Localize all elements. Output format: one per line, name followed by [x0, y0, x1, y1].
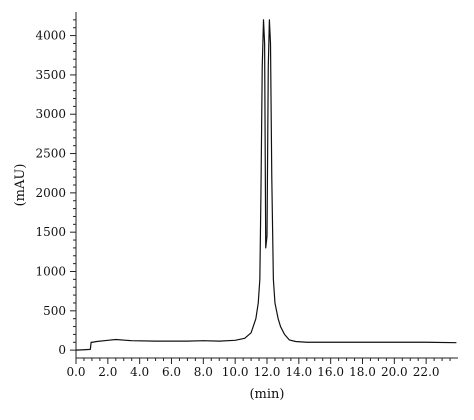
y-tick-label: 1500 — [35, 225, 66, 239]
x-tick-label: 8.0 — [194, 365, 213, 379]
x-axis-label: (min) — [249, 387, 284, 402]
x-tick-label: 16.0 — [317, 365, 344, 379]
y-tick-label: 1000 — [35, 265, 66, 279]
y-axis-ticks: 0 500 1000 1500 2000 2500 3000 3500 4000 — [35, 19, 76, 357]
y-tick-label: 2500 — [35, 147, 66, 161]
series-line — [75, 19, 457, 351]
x-tick-label: 14.0 — [285, 365, 312, 379]
series-group — [75, 19, 457, 351]
x-tick-label: 12.0 — [254, 365, 281, 379]
x-tick-label: 10.0 — [222, 365, 249, 379]
y-tick-label: 0 — [58, 343, 66, 357]
x-tick-label: 4.0 — [130, 365, 149, 379]
x-tick-label: 22.0 — [413, 365, 440, 379]
y-tick-label: 3500 — [35, 68, 66, 82]
x-tick-label: 18.0 — [349, 365, 376, 379]
y-axis-label: (mAU) — [13, 164, 28, 207]
y-tick-label: 500 — [43, 304, 66, 318]
y-tick-label: 2000 — [35, 186, 66, 200]
x-tick-label: 2.0 — [98, 365, 117, 379]
x-tick-label: 6.0 — [162, 365, 181, 379]
x-axis-ticks: 0.0 2.0 4.0 6.0 8.0 10.0 12.0 14.0 16.0 18.0 20.0 2… — [66, 358, 451, 379]
y-tick-label: 3000 — [35, 107, 66, 121]
y-tick-label: 4000 — [35, 29, 66, 43]
x-tick-label: 0.0 — [66, 365, 85, 379]
x-tick-label: 20.0 — [381, 365, 408, 379]
